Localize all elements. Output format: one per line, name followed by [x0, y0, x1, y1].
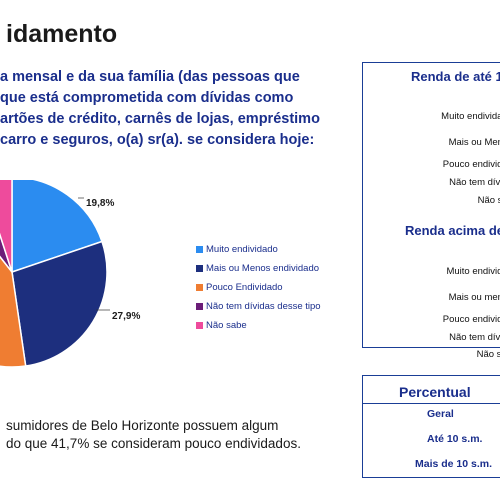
legend-swatch — [196, 303, 203, 310]
panel-row: Não tem dívida — [449, 332, 500, 343]
panel-row: Não sab — [477, 195, 500, 206]
panel-row: Mais ou menos — [448, 292, 500, 303]
percent-row: Até 10 s.m. — [427, 433, 483, 445]
chart-legend: Muito endividado Mais ou Menos endividado… — [196, 240, 321, 335]
question-line: carro e seguros, o(a) sr(a). se consider… — [0, 132, 315, 148]
legend-swatch — [196, 284, 203, 291]
panel-row: Não tem dívida — [449, 177, 500, 188]
panel-row: Não sab — [476, 349, 500, 360]
panel-row: Pouco endividad — [442, 159, 500, 170]
pie-slice — [0, 180, 13, 273]
summary-text: sumidores de Belo Horizonte possuem algu… — [6, 417, 301, 453]
percent-row: Geral — [427, 408, 454, 420]
survey-question: a mensal e da sua família (das pessoas q… — [0, 67, 320, 151]
panel-title-high-income: Renda acima de — [405, 223, 500, 238]
panel-row: Muito endividado — [441, 111, 500, 122]
legend-label: Não sabe — [206, 320, 247, 331]
percent-panel-title: Percentual — [399, 384, 471, 400]
summary-line: do que 41,7% se consideram pouco endivid… — [6, 436, 301, 451]
question-line: artões de crédito, carnês de lojas, empr… — [0, 111, 320, 127]
page-title: idamento — [6, 20, 118, 48]
legend-item: Não sabe — [196, 316, 321, 335]
legend-label: Não tem dívidas desse tipo — [206, 301, 321, 312]
legend-label: Pouco Endividado — [206, 282, 283, 293]
legend-item: Mais ou Menos endividado — [196, 259, 321, 278]
panel-divider — [363, 403, 500, 404]
summary-line: sumidores de Belo Horizonte possuem algu… — [6, 418, 279, 433]
legend-item: Pouco Endividado — [196, 278, 321, 297]
legend-item: Muito endividado — [196, 240, 321, 259]
panel-row: Muito endividad — [446, 266, 500, 277]
pie-slice — [0, 255, 27, 368]
panel-title-low-income: Renda de até 1 — [411, 69, 500, 84]
pie-slice — [11, 240, 108, 367]
data-label: 27,9% — [112, 311, 140, 322]
legend-swatch — [196, 246, 203, 253]
income-panel: Renda de até 1 Muito endividado Mais ou … — [362, 62, 500, 348]
data-label: 19,8% — [86, 198, 114, 209]
percent-panel: Percentual Geral Até 10 s.m. Mais de 10 … — [362, 375, 500, 478]
legend-item: Não tem dívidas desse tipo — [196, 297, 321, 316]
legend-label: Muito endividado — [206, 244, 278, 255]
percent-row: Mais de 10 s.m. — [415, 458, 493, 470]
legend-swatch — [196, 322, 203, 329]
legend-label: Mais ou Menos endividado — [206, 263, 320, 274]
panel-row: Mais ou Menos — [448, 137, 500, 148]
question-line: que está comprometida com dívidas como — [0, 90, 294, 106]
legend-swatch — [196, 265, 203, 272]
pie-chart: 19,8% 27,9% — [0, 180, 140, 368]
question-line: a mensal e da sua família (das pessoas q… — [0, 69, 300, 85]
panel-row: Pouco endividad — [442, 314, 500, 325]
